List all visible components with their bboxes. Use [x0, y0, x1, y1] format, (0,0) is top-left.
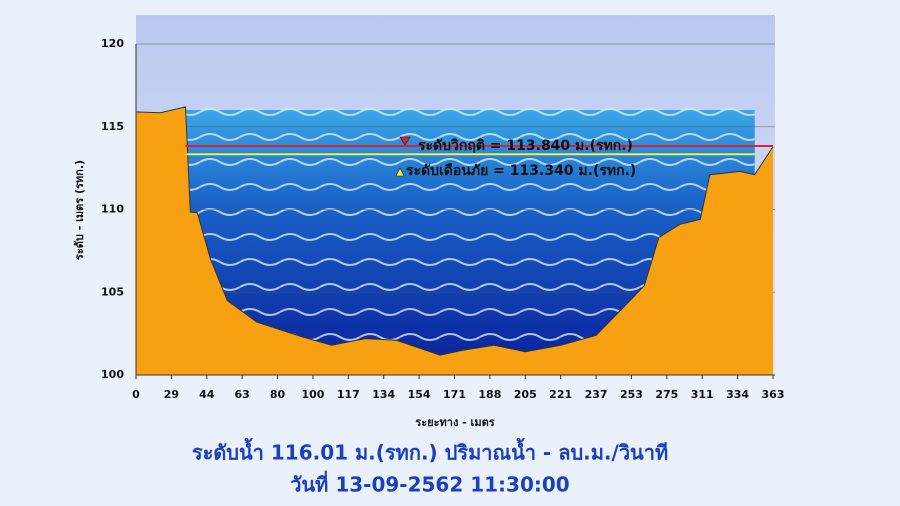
x-tick-label: 363: [762, 388, 785, 401]
y-tick-label: 120: [101, 37, 124, 50]
x-tick-label: 44: [199, 388, 215, 401]
y-axis-label: ระดับ - เมตร (รทก.): [73, 160, 86, 260]
x-tick-label: 154: [408, 388, 431, 401]
footer-line: ระดับน้ำ 116.01 ม.(รทก.) ปริมาณน้ำ - ลบ.…: [192, 438, 668, 465]
footer-line: วันที่ 13-09-2562 11:30:00: [290, 470, 569, 497]
y-tick-label: 105: [101, 285, 124, 298]
x-tick-label: 63: [235, 388, 250, 401]
x-tick-label: 253: [620, 388, 643, 401]
warning-marker: [395, 167, 405, 177]
x-tick-label: 117: [337, 388, 360, 401]
x-tick-label: 80: [270, 388, 286, 401]
x-tick-label: 311: [691, 388, 714, 401]
warning-label: ระดับเดือนภัย = 113.340 ม.(รทก.): [406, 163, 636, 179]
x-tick-label: 171: [443, 388, 466, 401]
x-tick-label: 188: [478, 388, 501, 401]
x-tick-label: 0: [132, 388, 140, 401]
x-tick-label: 334: [726, 388, 749, 401]
x-tick-label: 134: [372, 388, 395, 401]
critical-label: ระดับวิกฤติ = 113.840 ม.(รทก.): [418, 138, 633, 154]
x-tick-label: 237: [585, 388, 608, 401]
y-tick-label: 115: [101, 120, 124, 133]
x-tick-label: 205: [514, 388, 537, 401]
x-tick-label: 100: [301, 388, 324, 401]
critical-marker: [399, 136, 411, 146]
y-tick-label: 100: [101, 368, 124, 381]
x-tick-label: 275: [655, 388, 678, 401]
ground-fill: [136, 106, 773, 376]
x-tick-label: 221: [549, 388, 572, 401]
ground-line: [135, 106, 774, 356]
x-tick-label: 29: [164, 388, 179, 401]
y-tick-label: 110: [101, 203, 124, 216]
x-axis-label: ระยะทาง - เมตร: [415, 416, 494, 429]
